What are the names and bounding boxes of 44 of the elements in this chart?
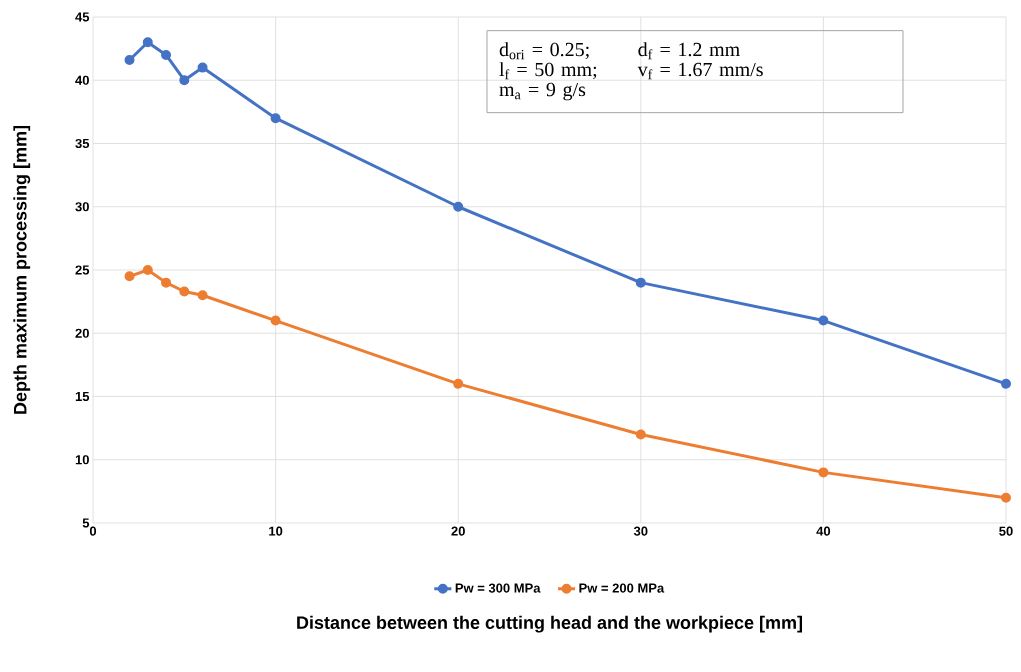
x-tick-label: 50 xyxy=(999,526,1013,536)
point xyxy=(179,75,190,86)
point xyxy=(161,277,172,288)
y-tick-label: 40 xyxy=(75,75,89,85)
point xyxy=(142,264,153,275)
point xyxy=(197,62,208,73)
y-tick-label: 30 xyxy=(75,202,89,212)
annotation: m$_{a}$ = 9 g/s xyxy=(499,82,586,101)
y-tick-label: 15 xyxy=(75,391,90,402)
point xyxy=(1000,492,1011,503)
annotation: d$_{ori}$ = 0.25; xyxy=(499,42,589,60)
y-tick-label: 5 xyxy=(82,518,90,528)
x-tick-label: 20 xyxy=(451,526,465,536)
point xyxy=(1000,378,1011,389)
legend-label: Pw = 300 MPa xyxy=(455,583,541,593)
point xyxy=(142,37,153,48)
point xyxy=(453,378,464,389)
point xyxy=(818,315,829,326)
x-tick-label: 30 xyxy=(633,526,648,536)
point xyxy=(124,271,135,282)
point xyxy=(635,429,646,440)
annotation: l$_{f}$ = 50 mm; xyxy=(499,62,597,80)
x-axis-title: Distance between the cutting head and the workpiece [mm] xyxy=(297,615,803,633)
point xyxy=(270,315,281,326)
x-tick-label: 0 xyxy=(89,526,97,536)
point xyxy=(270,113,281,124)
point xyxy=(124,55,135,65)
point xyxy=(818,467,829,478)
y-axis-title: Depth maximum processing [mm] xyxy=(13,126,31,414)
point xyxy=(197,290,208,301)
point xyxy=(179,286,190,297)
x-tick-label: 10 xyxy=(269,526,283,536)
y-tick-label: 25 xyxy=(75,265,90,275)
legend-label: Pw = 200 MPa xyxy=(579,583,665,593)
point xyxy=(161,49,172,60)
y-tick-label: 45 xyxy=(75,12,90,22)
point xyxy=(453,201,464,212)
point xyxy=(635,277,646,288)
x-tick-label: 40 xyxy=(816,526,831,536)
y-tick-label: 10 xyxy=(75,455,89,465)
annotation: d$_{f}$ = 1.2 mm xyxy=(638,42,740,60)
y-tick-label: 20 xyxy=(75,328,89,338)
annotation: v$_{f}$ = 1.67 mm/s xyxy=(637,62,763,80)
y-tick-label: 35 xyxy=(75,138,90,149)
